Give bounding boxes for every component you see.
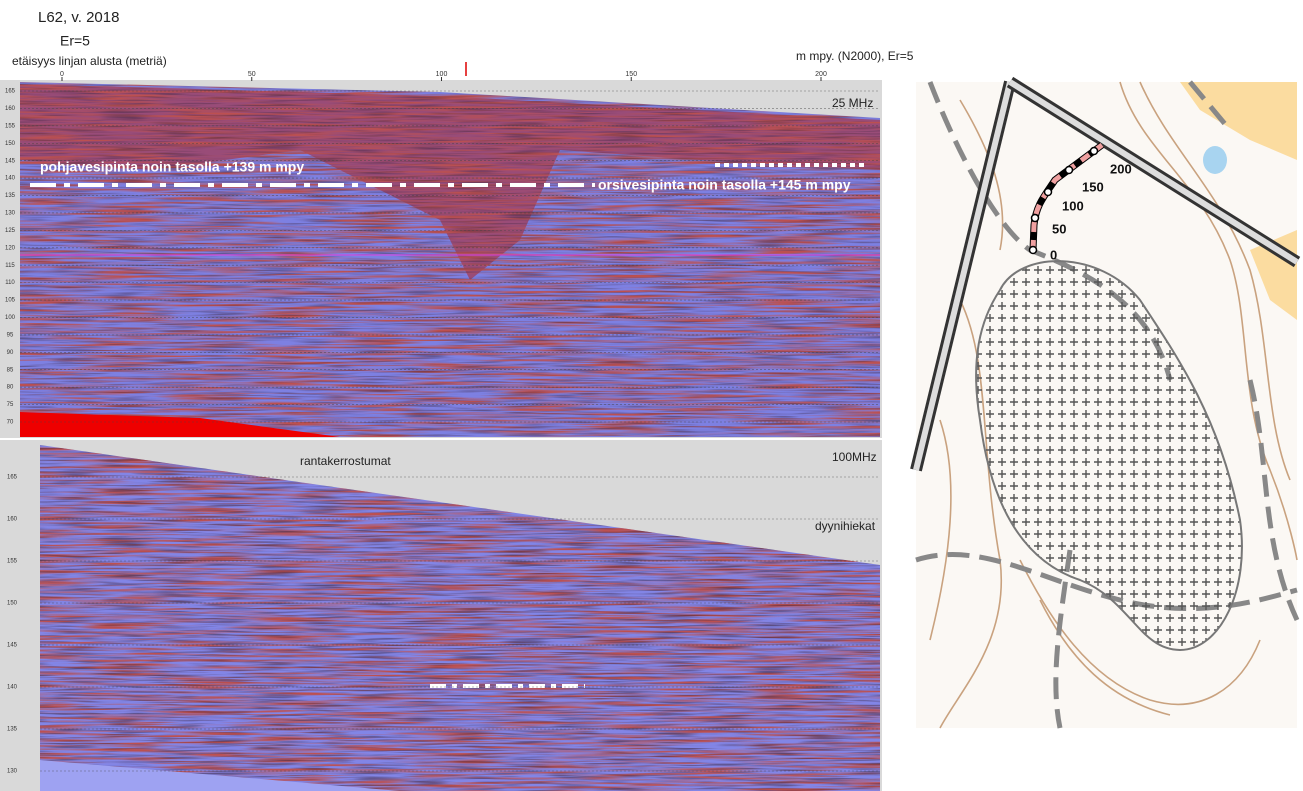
y-tick-label: 120 [5, 245, 16, 251]
route-label: 0 [1050, 247, 1057, 262]
y-tick-label: 145 [5, 158, 16, 164]
map: 0 50 100 150 200 [910, 76, 1301, 729]
frequency-label: 100MHz [832, 450, 877, 464]
radargram-25mhz: 25 MHz pohjavesipinta noin tasolla +139 … [0, 80, 882, 438]
annotation: orsivesipinta noin tasolla +145 m mpy [598, 177, 851, 193]
x-tick-label: 50 [248, 71, 256, 78]
route-labels: 0 50 100 150 200 [1050, 161, 1132, 262]
x-axis-label: etäisyys linjan alusta (metriä) [12, 54, 167, 68]
y-tick-label: 165 [5, 89, 16, 95]
red-band [20, 412, 340, 437]
y-tick-label: 140 [7, 685, 18, 691]
y-tick-label: 150 [5, 141, 16, 147]
route-label: 200 [1110, 161, 1132, 176]
y-tick-label: 155 [7, 559, 18, 565]
y-tick-label: 135 [5, 193, 16, 199]
x-tick-label: 200 [815, 71, 827, 78]
y-tick-label: 165 [7, 475, 18, 481]
route-label: 150 [1082, 179, 1104, 194]
radar-texture-dark [20, 82, 880, 437]
y-tick-label: 155 [5, 123, 16, 129]
y-tick-label: 70 [7, 420, 14, 426]
y-tick-label: 110 [5, 280, 15, 286]
x-tick-label: 0 [60, 71, 64, 78]
y-tick-label: 135 [7, 727, 18, 733]
route-label: 100 [1062, 198, 1084, 213]
route-points [1028, 146, 1099, 255]
annotation: pohjavesipinta noin tasolla +139 m mpy [40, 159, 304, 175]
y-tick-label: 85 [7, 367, 14, 373]
restricted-area [975, 260, 1243, 652]
title: L62, v. 2018 [38, 9, 119, 26]
annotation: rantakerrostumat [300, 454, 391, 468]
y-axis-label: m mpy. (N2000), Er=5 [796, 49, 914, 63]
y-tick-label: 90 [7, 350, 14, 356]
y-tick-label: 100 [5, 315, 16, 321]
y-tick-label: 95 [7, 332, 14, 338]
y-tick-label: 115 [5, 263, 15, 269]
road-fill [1008, 79, 1299, 265]
y-tick-label: 145 [7, 643, 18, 649]
y-tick-label: 125 [5, 228, 16, 234]
route-label: 50 [1052, 221, 1066, 236]
y-tick-label: 75 [7, 402, 14, 408]
survey-line-dashes [1030, 142, 1104, 251]
frequency-label: 25 MHz [832, 96, 873, 110]
y-tick-label: 130 [5, 211, 16, 217]
y-tick-label: 160 [7, 517, 18, 523]
y-tick-label: 105 [5, 298, 16, 304]
y-tick-label: 130 [7, 769, 18, 775]
lower-zone [40, 760, 400, 791]
y-tick-label: 150 [7, 601, 18, 607]
y-tick-label: 80 [7, 385, 14, 391]
radargram-100mhz: rantakerrostumat 100MHz dyynihiekat 165 1… [0, 440, 882, 791]
pond [1203, 146, 1227, 174]
y-tick-label: 160 [5, 106, 16, 112]
y-tick-label: 140 [5, 176, 16, 182]
permittivity: Er=5 [60, 33, 90, 49]
x-tick-label: 100 [436, 71, 448, 78]
road-fill [913, 81, 1013, 471]
annotation: dyynihiekat [815, 519, 876, 533]
field [1180, 82, 1297, 160]
x-tick-label: 150 [625, 71, 637, 78]
